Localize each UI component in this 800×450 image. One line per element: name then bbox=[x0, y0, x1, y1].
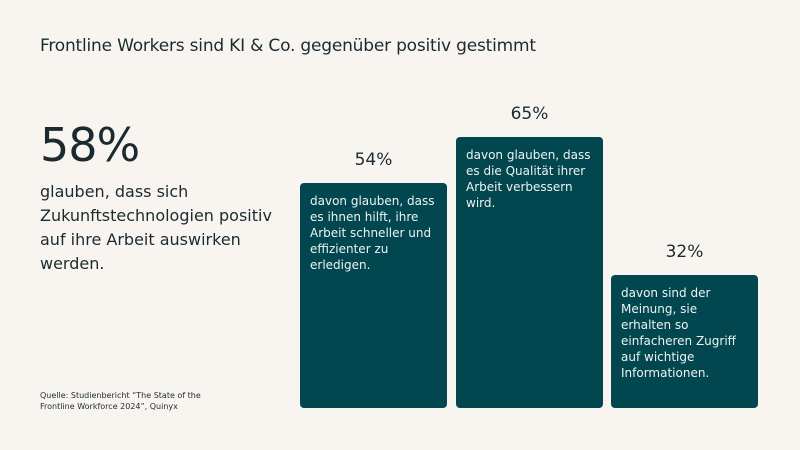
page-title: Frontline Workers sind KI & Co. gegenübe… bbox=[40, 36, 536, 56]
headline-value: 58% bbox=[40, 118, 140, 172]
bar-2: davon glauben, dass es die Qualität ihre… bbox=[456, 136, 603, 408]
bar-3: davon sind der Meinung, sie erhalten so … bbox=[611, 274, 758, 408]
bar-value-label: 32% bbox=[665, 241, 704, 262]
bar-value-label: 65% bbox=[510, 103, 549, 124]
bar-value-label: 54% bbox=[354, 149, 393, 170]
bar-description: davon sind der Meinung, sie erhalten so … bbox=[621, 285, 736, 380]
headline-text: glauben, dass sich Zukunftstechnologien … bbox=[40, 182, 272, 273]
bar-description: davon glauben, dass es die Qualität ihre… bbox=[466, 147, 591, 210]
bar-1: davon glauben, dass es ihnen hilft, ihre… bbox=[300, 182, 447, 408]
source-note: Quelle: Studienbericht “The State of the… bbox=[40, 391, 201, 411]
bar-description: davon glauben, dass es ihnen hilft, ihre… bbox=[310, 193, 435, 272]
